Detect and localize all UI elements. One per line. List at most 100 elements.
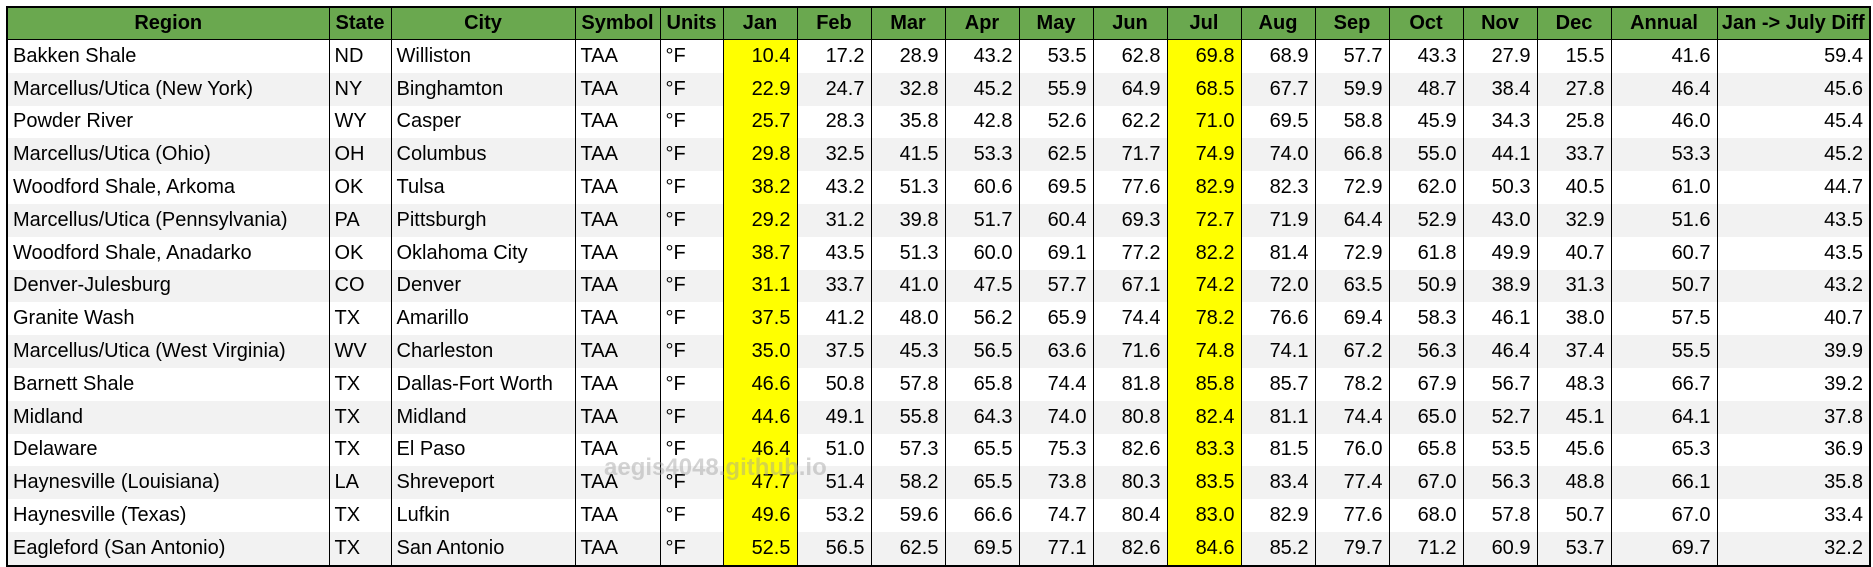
cell-city[interactable]: Pittsburgh [390,203,576,237]
cell-region[interactable]: Powder River [6,105,330,139]
cell-jul[interactable]: 85.8 [1166,367,1242,401]
cell-state[interactable]: OK [328,171,392,204]
cell-oct[interactable]: 55.0 [1388,138,1464,172]
cell-annual[interactable]: 69.7 [1610,531,1718,566]
cell-units[interactable]: °F [659,269,724,303]
cell-nov[interactable]: 46.4 [1462,335,1538,368]
cell-jan-july-diff[interactable]: 45.6 [1716,72,1871,106]
cell-city[interactable]: San Antonio [390,531,576,566]
cell-sep[interactable]: 77.6 [1314,499,1390,532]
cell-feb[interactable]: 43.2 [796,171,872,204]
cell-dec[interactable]: 38.0 [1536,302,1612,336]
cell-jan[interactable]: 31.1 [722,269,798,303]
cell-jan-july-diff[interactable]: 45.4 [1716,105,1871,139]
cell-apr[interactable]: 60.0 [944,236,1020,270]
cell-feb[interactable]: 37.5 [796,335,872,368]
cell-mar[interactable]: 32.8 [870,72,946,106]
cell-sep[interactable]: 78.2 [1314,367,1390,401]
cell-units[interactable]: °F [659,335,724,368]
cell-mar[interactable]: 35.8 [870,105,946,139]
cell-mar[interactable]: 57.3 [870,433,946,467]
cell-oct[interactable]: 67.9 [1388,367,1464,401]
cell-jul[interactable]: 83.0 [1166,499,1242,532]
cell-apr[interactable]: 69.5 [944,531,1020,566]
cell-jun[interactable]: 82.6 [1092,433,1168,467]
cell-dec[interactable]: 31.3 [1536,269,1612,303]
cell-dec[interactable]: 32.9 [1536,203,1612,237]
cell-dec[interactable]: 40.5 [1536,171,1612,204]
column-header-nov[interactable]: Nov [1462,6,1538,40]
cell-oct[interactable]: 65.8 [1388,433,1464,467]
cell-jul[interactable]: 84.6 [1166,531,1242,566]
cell-jun[interactable]: 62.2 [1092,105,1168,139]
cell-jun[interactable]: 77.2 [1092,236,1168,270]
cell-units[interactable]: °F [659,72,724,106]
cell-feb[interactable]: 32.5 [796,138,872,172]
cell-jul[interactable]: 74.9 [1166,138,1242,172]
cell-annual[interactable]: 41.6 [1610,39,1718,73]
cell-nov[interactable]: 60.9 [1462,531,1538,566]
cell-nov[interactable]: 56.3 [1462,466,1538,500]
cell-dec[interactable]: 48.3 [1536,367,1612,401]
cell-region[interactable]: Barnett Shale [6,367,330,401]
cell-may[interactable]: 69.1 [1018,236,1094,270]
column-header-units[interactable]: Units [659,6,724,40]
cell-oct[interactable]: 50.9 [1388,269,1464,303]
cell-units[interactable]: °F [659,138,724,172]
cell-aug[interactable]: 81.1 [1240,400,1316,434]
column-header-city[interactable]: City [390,6,576,40]
cell-mar[interactable]: 59.6 [870,499,946,532]
cell-symbol[interactable]: TAA [574,531,661,566]
cell-sep[interactable]: 69.4 [1314,302,1390,336]
cell-symbol[interactable]: TAA [574,171,661,204]
cell-feb[interactable]: 51.0 [796,433,872,467]
cell-jan[interactable]: 46.4 [722,433,798,467]
cell-state[interactable]: PA [328,203,392,237]
cell-sep[interactable]: 59.9 [1314,72,1390,106]
cell-sep[interactable]: 79.7 [1314,531,1390,566]
cell-units[interactable]: °F [659,203,724,237]
cell-jun[interactable]: 62.8 [1092,39,1168,73]
cell-jun[interactable]: 82.6 [1092,531,1168,566]
cell-apr[interactable]: 60.6 [944,171,1020,204]
cell-state[interactable]: ND [328,39,392,73]
cell-may[interactable]: 69.5 [1018,171,1094,204]
cell-state[interactable]: TX [328,499,392,532]
cell-oct[interactable]: 43.3 [1388,39,1464,73]
cell-jun[interactable]: 74.4 [1092,302,1168,336]
cell-units[interactable]: °F [659,433,724,467]
cell-sep[interactable]: 77.4 [1314,466,1390,500]
cell-sep[interactable]: 72.9 [1314,171,1390,204]
cell-annual[interactable]: 66.1 [1610,466,1718,500]
cell-jan-july-diff[interactable]: 43.5 [1716,236,1871,270]
cell-feb[interactable]: 50.8 [796,367,872,401]
cell-apr[interactable]: 45.2 [944,72,1020,106]
cell-aug[interactable]: 76.6 [1240,302,1316,336]
cell-city[interactable]: Dallas-Fort Worth [390,367,576,401]
cell-city[interactable]: Shreveport [390,466,576,500]
cell-units[interactable]: °F [659,466,724,500]
cell-jun[interactable]: 71.6 [1092,335,1168,368]
cell-aug[interactable]: 83.4 [1240,466,1316,500]
cell-units[interactable]: °F [659,105,724,139]
cell-feb[interactable]: 56.5 [796,531,872,566]
cell-annual[interactable]: 66.7 [1610,367,1718,401]
cell-city[interactable]: Tulsa [390,171,576,204]
cell-region[interactable]: Bakken Shale [6,39,330,73]
cell-nov[interactable]: 38.9 [1462,269,1538,303]
cell-jan-july-diff[interactable]: 59.4 [1716,39,1871,73]
cell-aug[interactable]: 69.5 [1240,105,1316,139]
cell-dec[interactable]: 33.7 [1536,138,1612,172]
column-header-mar[interactable]: Mar [870,6,946,40]
cell-sep[interactable]: 58.8 [1314,105,1390,139]
cell-feb[interactable]: 41.2 [796,302,872,336]
cell-region[interactable]: Denver-Julesburg [6,269,330,303]
cell-aug[interactable]: 82.3 [1240,171,1316,204]
cell-apr[interactable]: 56.2 [944,302,1020,336]
cell-jun[interactable]: 71.7 [1092,138,1168,172]
cell-feb[interactable]: 49.1 [796,400,872,434]
cell-nov[interactable]: 53.5 [1462,433,1538,467]
cell-oct[interactable]: 67.0 [1388,466,1464,500]
cell-city[interactable]: Amarillo [390,302,576,336]
cell-mar[interactable]: 57.8 [870,367,946,401]
